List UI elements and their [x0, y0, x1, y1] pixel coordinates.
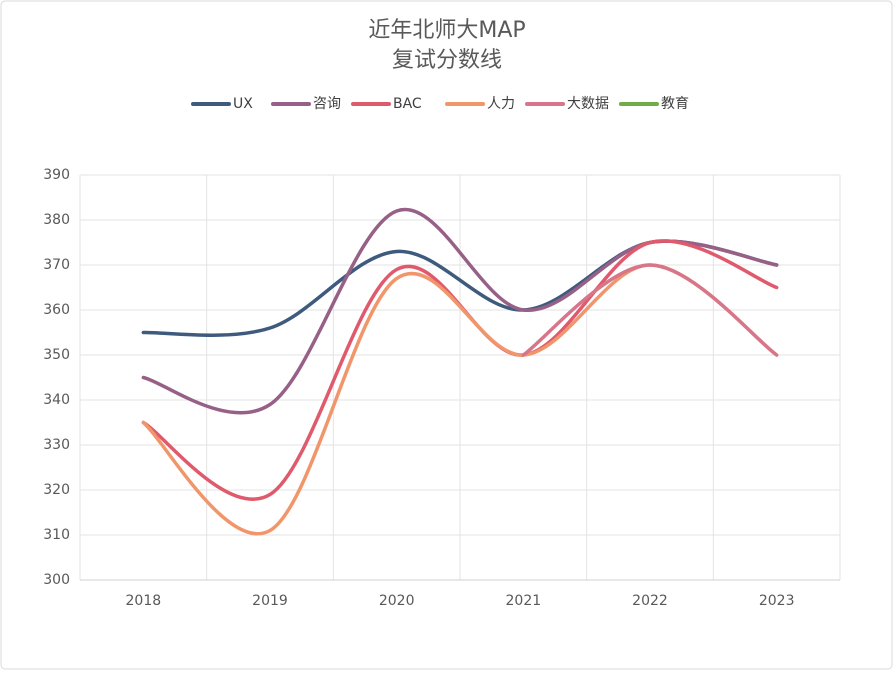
y-tick-label: 370 — [43, 257, 70, 273]
y-tick-label: 340 — [43, 392, 70, 408]
chart-title: 近年北师大MAP — [368, 18, 525, 43]
y-tick-label: 320 — [43, 482, 70, 498]
y-tick-label: 360 — [43, 302, 70, 318]
y-tick-label: 390 — [43, 167, 70, 183]
x-tick-label: 2021 — [506, 593, 542, 609]
x-tick-label: 2018 — [126, 593, 162, 609]
x-tick-label: 2023 — [759, 593, 795, 609]
legend-label: 咨询 — [313, 96, 341, 112]
x-tick-label: 2020 — [379, 593, 415, 609]
y-tick-label: 380 — [43, 212, 70, 228]
legend-label: 人力 — [487, 96, 515, 112]
legend-label: 教育 — [661, 96, 689, 112]
legend-label: 大数据 — [567, 96, 609, 112]
y-tick-label: 330 — [43, 437, 70, 453]
chart-subtitle: 复试分数线 — [392, 48, 502, 73]
y-tick-label: 350 — [43, 347, 70, 363]
y-tick-label: 300 — [43, 572, 70, 588]
x-tick-label: 2022 — [632, 593, 668, 609]
legend-label: BAC — [393, 96, 422, 112]
series-line — [521, 263, 779, 357]
x-tick-label: 2019 — [252, 593, 288, 609]
y-tick-label: 310 — [43, 527, 70, 543]
legend-label: UX — [233, 96, 253, 112]
series-line — [141, 239, 779, 501]
